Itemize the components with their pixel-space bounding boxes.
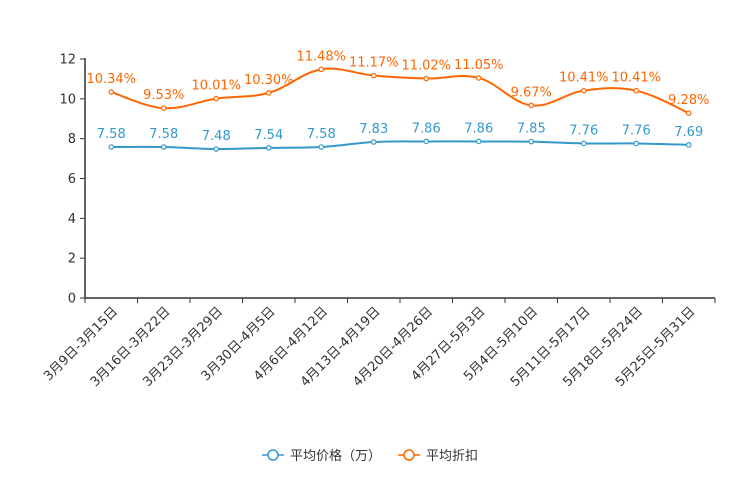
data-point-price bbox=[160, 144, 167, 150]
data-label-price: 7.83 bbox=[359, 122, 388, 137]
data-label-discount: 10.30% bbox=[244, 73, 294, 88]
legend-item-price[interactable]: 平均价格（万） bbox=[262, 448, 381, 464]
data-point-discount bbox=[213, 95, 220, 102]
y-tick-label: 0 bbox=[68, 292, 76, 307]
data-label-discount: 10.34% bbox=[86, 72, 136, 87]
data-label-discount: 10.41% bbox=[559, 71, 609, 86]
y-tick-label: 2 bbox=[68, 252, 76, 267]
data-point-discount bbox=[580, 87, 587, 94]
data-label-price: 7.76 bbox=[622, 123, 651, 138]
data-point-discount bbox=[528, 102, 535, 109]
data-point-price bbox=[685, 142, 692, 148]
data-label-price: 7.48 bbox=[202, 129, 231, 144]
series-line-discount bbox=[110, 67, 690, 115]
data-point-price bbox=[423, 138, 430, 145]
data-point-price bbox=[580, 140, 587, 147]
data-label-price: 7.86 bbox=[412, 121, 441, 136]
series-line-price bbox=[110, 140, 690, 151]
data-label-price: 7.58 bbox=[97, 127, 126, 142]
y-tick-label: 10 bbox=[59, 92, 76, 107]
legend-price-label: 平均价格（万） bbox=[290, 448, 381, 464]
data-label-discount: 10.41% bbox=[611, 71, 661, 86]
y-tick-label: 8 bbox=[68, 132, 76, 147]
legend-discount-label: 平均折扣 bbox=[426, 449, 478, 464]
legend-price-marker bbox=[267, 449, 279, 461]
data-point-price bbox=[528, 138, 535, 145]
data-point-price bbox=[108, 144, 115, 150]
data-point-discount bbox=[633, 87, 640, 94]
data-label-discount: 9.53% bbox=[143, 88, 184, 103]
data-label-price: 7.85 bbox=[517, 122, 546, 137]
data-point-discount bbox=[108, 89, 115, 95]
data-label-discount: 9.67% bbox=[511, 85, 552, 100]
data-point-discount bbox=[370, 72, 377, 79]
data-label-price: 7.54 bbox=[254, 128, 283, 143]
data-point-discount bbox=[685, 110, 692, 116]
data-label-discount: 11.48% bbox=[296, 49, 346, 64]
data-point-price bbox=[475, 138, 482, 145]
data-label-discount: 10.01% bbox=[191, 79, 241, 94]
data-label-price: 7.58 bbox=[307, 127, 336, 142]
legend: 平均价格（万） 平均折扣 bbox=[262, 448, 478, 464]
data-point-price bbox=[318, 144, 325, 150]
y-tick-label: 4 bbox=[68, 212, 76, 227]
series-layer bbox=[108, 66, 692, 152]
y-tick-label: 12 bbox=[59, 53, 76, 68]
data-point-discount bbox=[423, 75, 430, 82]
legend-item-discount[interactable]: 平均折扣 bbox=[398, 449, 478, 464]
data-point-discount bbox=[475, 75, 482, 81]
data-label-price: 7.58 bbox=[149, 127, 178, 142]
data-label-price: 7.69 bbox=[674, 125, 703, 140]
data-point-discount bbox=[160, 105, 167, 111]
data-label-discount: 9.28% bbox=[668, 93, 709, 108]
data-labels: 7.58 7.58 7.48 7.54 7.58 7.83 7.86 7.86 7.85 7.76… bbox=[86, 49, 709, 144]
data-label-discount: 11.17% bbox=[349, 56, 399, 71]
legend-discount-marker bbox=[403, 449, 415, 461]
data-label-discount: 11.05% bbox=[454, 58, 504, 73]
data-point-price bbox=[370, 139, 377, 145]
data-point-price bbox=[265, 145, 272, 151]
data-point-price bbox=[633, 140, 640, 147]
y-tick-label: 6 bbox=[68, 172, 76, 187]
data-point-discount bbox=[318, 66, 325, 73]
data-label-price: 7.86 bbox=[464, 121, 493, 136]
data-point-price bbox=[213, 146, 220, 152]
data-point-discount bbox=[265, 90, 272, 96]
data-label-price: 7.76 bbox=[569, 123, 598, 138]
data-label-discount: 11.02% bbox=[401, 59, 451, 74]
